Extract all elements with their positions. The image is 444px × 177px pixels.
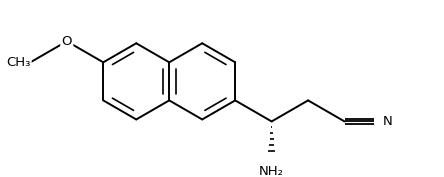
- Text: O: O: [62, 35, 72, 48]
- Text: N: N: [383, 115, 392, 128]
- Text: CH₃: CH₃: [6, 56, 30, 69]
- Text: NH₂: NH₂: [259, 165, 284, 177]
